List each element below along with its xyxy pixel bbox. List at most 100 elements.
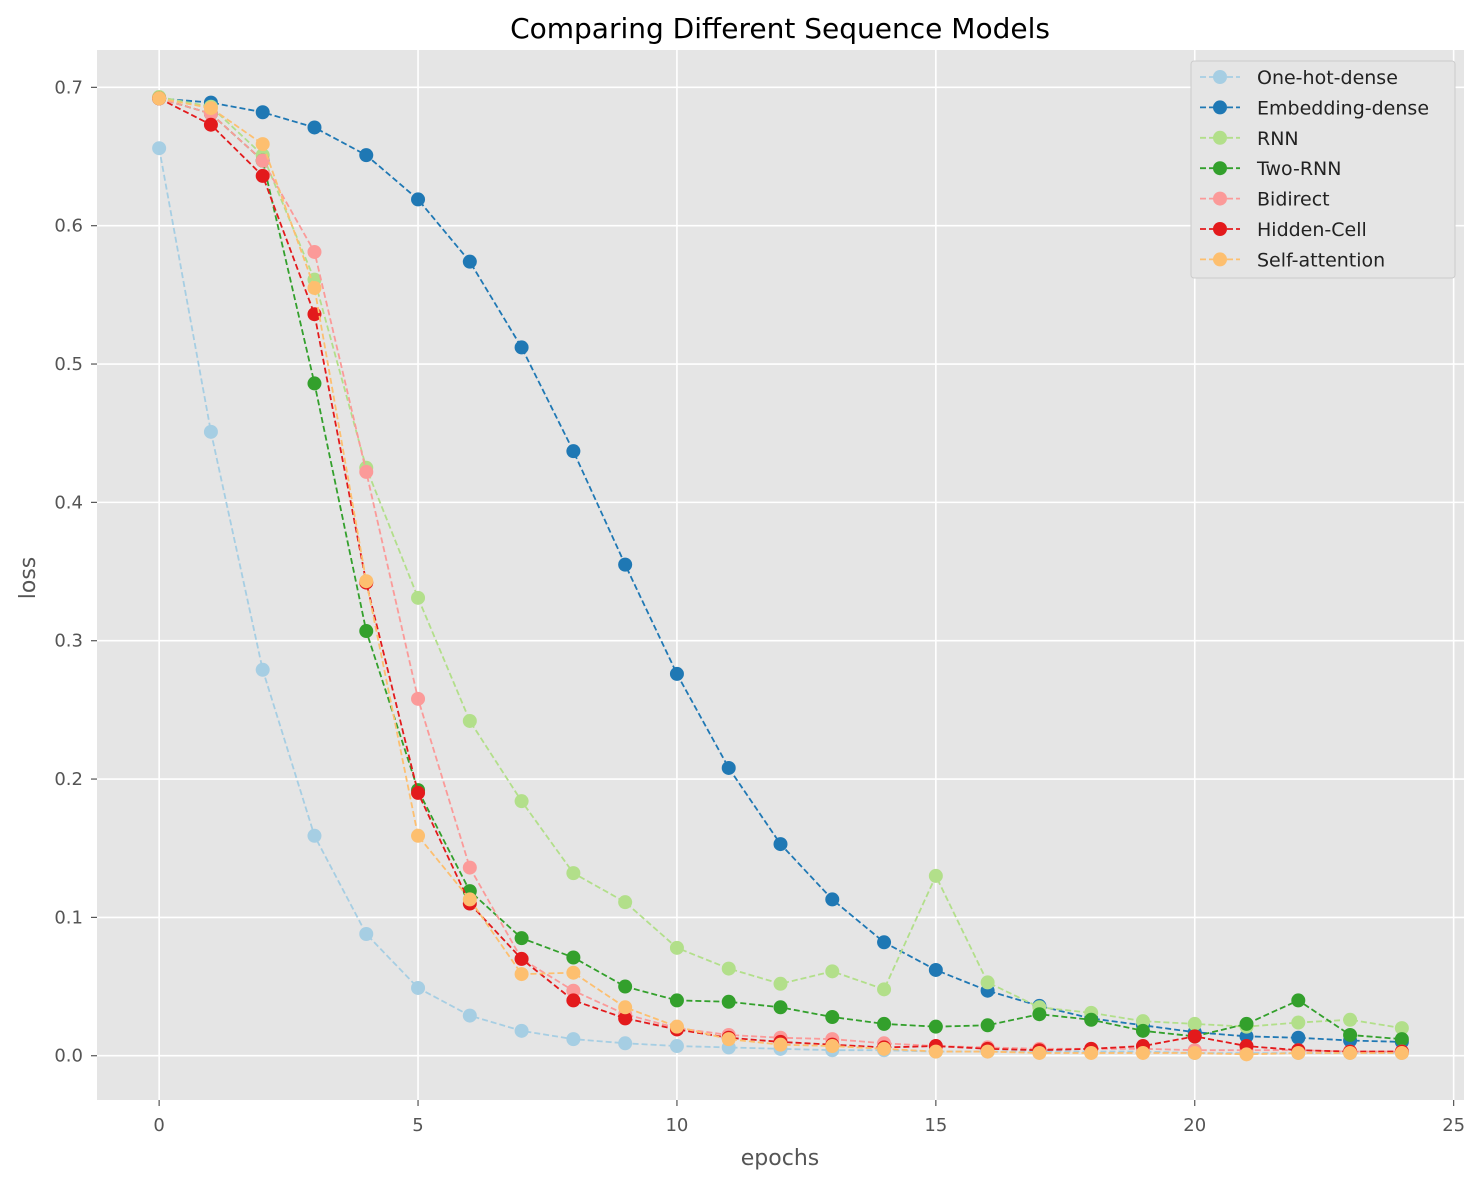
data-point-rnn [1343, 1012, 1358, 1027]
data-point-rnn [462, 713, 477, 728]
y-tick-label: 0.6 [54, 216, 83, 237]
data-point-hidden-cell [1187, 1029, 1202, 1044]
data-point-two-rnn [1291, 993, 1306, 1008]
data-point-embedding-dense [359, 148, 374, 163]
y-tick-label: 0.3 [54, 631, 83, 652]
data-point-two-rnn [618, 979, 633, 994]
data-point-two-rnn [669, 993, 684, 1008]
data-point-embedding-dense [462, 254, 477, 269]
data-point-hidden-cell [203, 117, 218, 132]
data-point-embedding-dense [618, 557, 633, 572]
gridlines [97, 50, 1464, 1100]
data-point-one-hot-dense [203, 424, 218, 439]
y-tick-label: 0.4 [54, 492, 83, 513]
legend-box [1190, 60, 1456, 279]
data-point-bidirect [255, 153, 270, 168]
data-point-hidden-cell [566, 993, 581, 1008]
data-point-embedding-dense [669, 666, 684, 681]
legend-marker [1213, 161, 1227, 176]
data-point-rnn [1394, 1021, 1409, 1036]
data-point-two-rnn [1394, 1032, 1409, 1047]
data-point-self-attention [618, 1000, 633, 1015]
legend: One-hot-dense Embedding-dense RNN Two-RNN Bi… [1190, 60, 1456, 279]
legend-label: Two-RNN [1256, 158, 1341, 180]
legend-label: RNN [1257, 128, 1299, 150]
legend-marker [1213, 252, 1227, 267]
legend-item-embedding-dense: Embedding-dense [1200, 97, 1429, 119]
data-point-bidirect [359, 464, 374, 479]
x-tick-label: 20 [1183, 1115, 1206, 1136]
data-point-self-attention [514, 967, 529, 982]
data-point-self-attention [877, 1041, 892, 1056]
legend-label: Hidden-Cell [1257, 219, 1367, 241]
legend-label: One-hot-dense [1257, 67, 1398, 89]
data-point-embedding-dense [825, 892, 840, 907]
data-point-self-attention [359, 574, 374, 589]
data-point-self-attention [1239, 1047, 1254, 1062]
data-point-embedding-dense [307, 120, 322, 135]
data-point-self-attention [825, 1039, 840, 1054]
data-point-two-rnn [566, 950, 581, 965]
x-tick-label: 25 [1442, 1115, 1465, 1136]
data-point-one-hot-dense [618, 1036, 633, 1051]
data-point-two-rnn [721, 994, 736, 1009]
data-point-one-hot-dense [359, 926, 374, 941]
x-axis-label: epochs [741, 1146, 819, 1171]
y-tick-label: 0.2 [54, 769, 83, 790]
legend-label: Bidirect [1257, 189, 1330, 211]
data-point-rnn [1187, 1016, 1202, 1031]
legend-label: Embedding-dense [1257, 97, 1429, 119]
data-point-two-rnn [514, 931, 529, 946]
data-point-hidden-cell [618, 1011, 633, 1026]
data-point-two-rnn [1032, 1007, 1047, 1022]
data-point-embedding-dense [514, 340, 529, 355]
legend-label: Self-attention [1257, 249, 1385, 271]
legend-marker [1213, 191, 1227, 206]
data-point-one-hot-dense [462, 1008, 477, 1023]
data-point-two-rnn [307, 376, 322, 391]
data-point-two-rnn [1239, 1016, 1254, 1031]
data-point-one-hot-dense [411, 980, 426, 995]
data-point-rnn [514, 794, 529, 809]
y-tick-label: 0.7 [54, 77, 83, 98]
data-point-embedding-dense [928, 962, 943, 977]
y-tick-label: 0.1 [54, 907, 83, 928]
data-point-self-attention [980, 1044, 995, 1059]
y-tick-label: 0.0 [54, 1046, 83, 1067]
data-point-rnn [618, 895, 633, 910]
data-point-two-rnn [359, 624, 374, 639]
data-point-two-rnn [825, 1009, 840, 1024]
data-point-hidden-cell [411, 785, 426, 800]
data-point-one-hot-dense [255, 662, 270, 677]
data-point-embedding-dense [411, 192, 426, 207]
data-point-rnn [1135, 1014, 1150, 1029]
data-point-self-attention [928, 1044, 943, 1059]
data-point-self-attention [307, 280, 322, 295]
data-point-one-hot-dense [566, 1032, 581, 1047]
data-point-self-attention [255, 137, 270, 152]
data-point-rnn [721, 961, 736, 976]
legend-marker [1213, 70, 1227, 84]
data-point-rnn [1291, 1015, 1306, 1030]
data-point-one-hot-dense [669, 1039, 684, 1054]
data-point-embedding-dense [773, 837, 788, 852]
x-tick-label: 5 [412, 1115, 423, 1136]
data-point-embedding-dense [1291, 1030, 1306, 1045]
legend-item-bidirect: Bidirect [1200, 189, 1330, 211]
data-point-self-attention [669, 1019, 684, 1034]
data-point-two-rnn [773, 1000, 788, 1015]
legend-item-one-hot-dense: One-hot-dense [1200, 67, 1398, 89]
data-point-two-rnn [877, 1016, 892, 1031]
data-point-bidirect [566, 983, 581, 998]
legend-item-rnn: RNN [1200, 128, 1299, 150]
data-point-two-rnn [928, 1019, 943, 1034]
data-point-embedding-dense [566, 444, 581, 459]
data-point-two-rnn [1084, 1012, 1099, 1027]
legend-item-two-rnn: Two-RNN [1200, 158, 1341, 180]
series-self-attention [152, 91, 1409, 1062]
data-point-self-attention [152, 91, 167, 106]
data-point-rnn [980, 975, 995, 990]
data-point-self-attention [773, 1037, 788, 1052]
data-point-one-hot-dense [307, 828, 322, 843]
data-point-self-attention [721, 1032, 736, 1047]
